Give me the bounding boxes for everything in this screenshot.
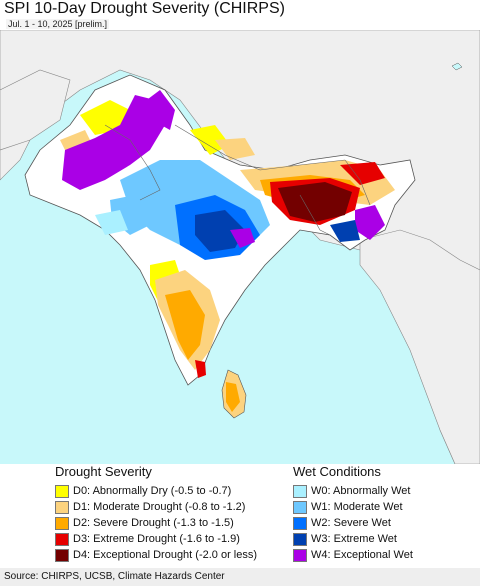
sri-lanka-d2 bbox=[226, 382, 240, 412]
drought-legend-label: D4: Exceptional Drought (-2.0 or less) bbox=[73, 549, 258, 561]
legend: Drought Severity D0: Abnormally Dry (-0.… bbox=[0, 464, 480, 568]
map-title: SPI 10-Day Drought Severity (CHIRPS) bbox=[4, 0, 285, 17]
wet-legend-swatch bbox=[293, 484, 307, 498]
wet-legend-heading: Wet Conditions bbox=[293, 464, 381, 479]
wet-legend-label: W0: Abnormally Wet bbox=[311, 485, 411, 497]
drought-legend-swatch bbox=[55, 548, 69, 562]
west-land bbox=[0, 69, 71, 151]
lake-shape bbox=[451, 62, 463, 71]
drought-legend-item: D3: Extreme Drought (-1.6 to -1.9) bbox=[55, 531, 257, 547]
drought-legend-label: D2: Severe Drought (-1.3 to -1.5) bbox=[73, 517, 234, 529]
wet-legend-swatch bbox=[293, 516, 307, 530]
drought-legend-item: D4: Exceptional Drought (-2.0 or less) bbox=[55, 547, 257, 563]
d3-patch-assam bbox=[340, 162, 385, 185]
drought-legend-swatch bbox=[55, 532, 69, 546]
w4-patch-central bbox=[230, 228, 255, 248]
drought-legend-label: D1: Moderate Drought (-0.8 to -1.2) bbox=[73, 501, 246, 513]
w0-patch-gujarat bbox=[95, 210, 128, 235]
w3-patch-central bbox=[195, 210, 245, 252]
d4-patch-bengal bbox=[278, 182, 352, 222]
wet-legend-label: W3: Extreme Wet bbox=[311, 533, 397, 545]
drought-legend-label: D3: Extreme Drought (-1.6 to -1.9) bbox=[73, 533, 240, 545]
wet-legend-label: W1: Moderate Wet bbox=[311, 501, 403, 513]
drought-legend-item: D1: Moderate Drought (-0.8 to -1.2) bbox=[55, 499, 257, 515]
wet-legend-label: W2: Severe Wet bbox=[311, 517, 391, 529]
wet-legend-item: W1: Moderate Wet bbox=[293, 499, 413, 515]
wet-legend-item: W2: Severe Wet bbox=[293, 515, 413, 531]
country-borders bbox=[104, 124, 371, 236]
d0-patch-west bbox=[80, 100, 130, 135]
map-subtitle: Jul. 1 - 10, 2025 [prelim.] bbox=[6, 19, 110, 29]
d0-patch-himalaya bbox=[190, 125, 230, 155]
wet-legend-swatch bbox=[293, 548, 307, 562]
drought-legend-swatch bbox=[55, 484, 69, 498]
drought-legend-label: D0: Abnormally Dry (-0.5 to -0.7) bbox=[73, 485, 232, 497]
wet-legend: Wet Conditions W0: Abnormally Wet W1: Mod… bbox=[293, 464, 413, 563]
wet-legend-label: W4: Exceptional Wet bbox=[311, 549, 413, 561]
drought-legend: Drought Severity D0: Abnormally Dry (-0.… bbox=[55, 464, 257, 563]
southeast-asia-land bbox=[359, 229, 480, 464]
wet-legend-item: W3: Extreme Wet bbox=[293, 531, 413, 547]
d3-patch-kerala bbox=[195, 360, 206, 378]
drought-legend-heading: Drought Severity bbox=[55, 464, 152, 479]
w4-patch-kashmir bbox=[140, 90, 175, 130]
d2-patch-peninsula bbox=[165, 290, 205, 360]
d1-patch-himalaya bbox=[215, 138, 255, 160]
drought-legend-swatch bbox=[55, 500, 69, 514]
drought-legend-item: D0: Abnormally Dry (-0.5 to -0.7) bbox=[55, 483, 257, 499]
drought-map bbox=[0, 30, 480, 464]
source-footer: Source: CHIRPS, UCSB, Climate Hazards Ce… bbox=[0, 568, 480, 586]
drought-legend-item: D2: Severe Drought (-1.3 to -1.5) bbox=[55, 515, 257, 531]
wet-legend-swatch bbox=[293, 532, 307, 546]
wet-legend-item: W0: Abnormally Wet bbox=[293, 483, 413, 499]
w4-patch-pakistan bbox=[62, 95, 165, 190]
wet-legend-item: W4: Exceptional Wet bbox=[293, 547, 413, 563]
drought-legend-swatch bbox=[55, 516, 69, 530]
w4-patch-northeast bbox=[355, 205, 385, 240]
wet-legend-swatch bbox=[293, 500, 307, 514]
w3-patch-northeast bbox=[330, 220, 360, 242]
